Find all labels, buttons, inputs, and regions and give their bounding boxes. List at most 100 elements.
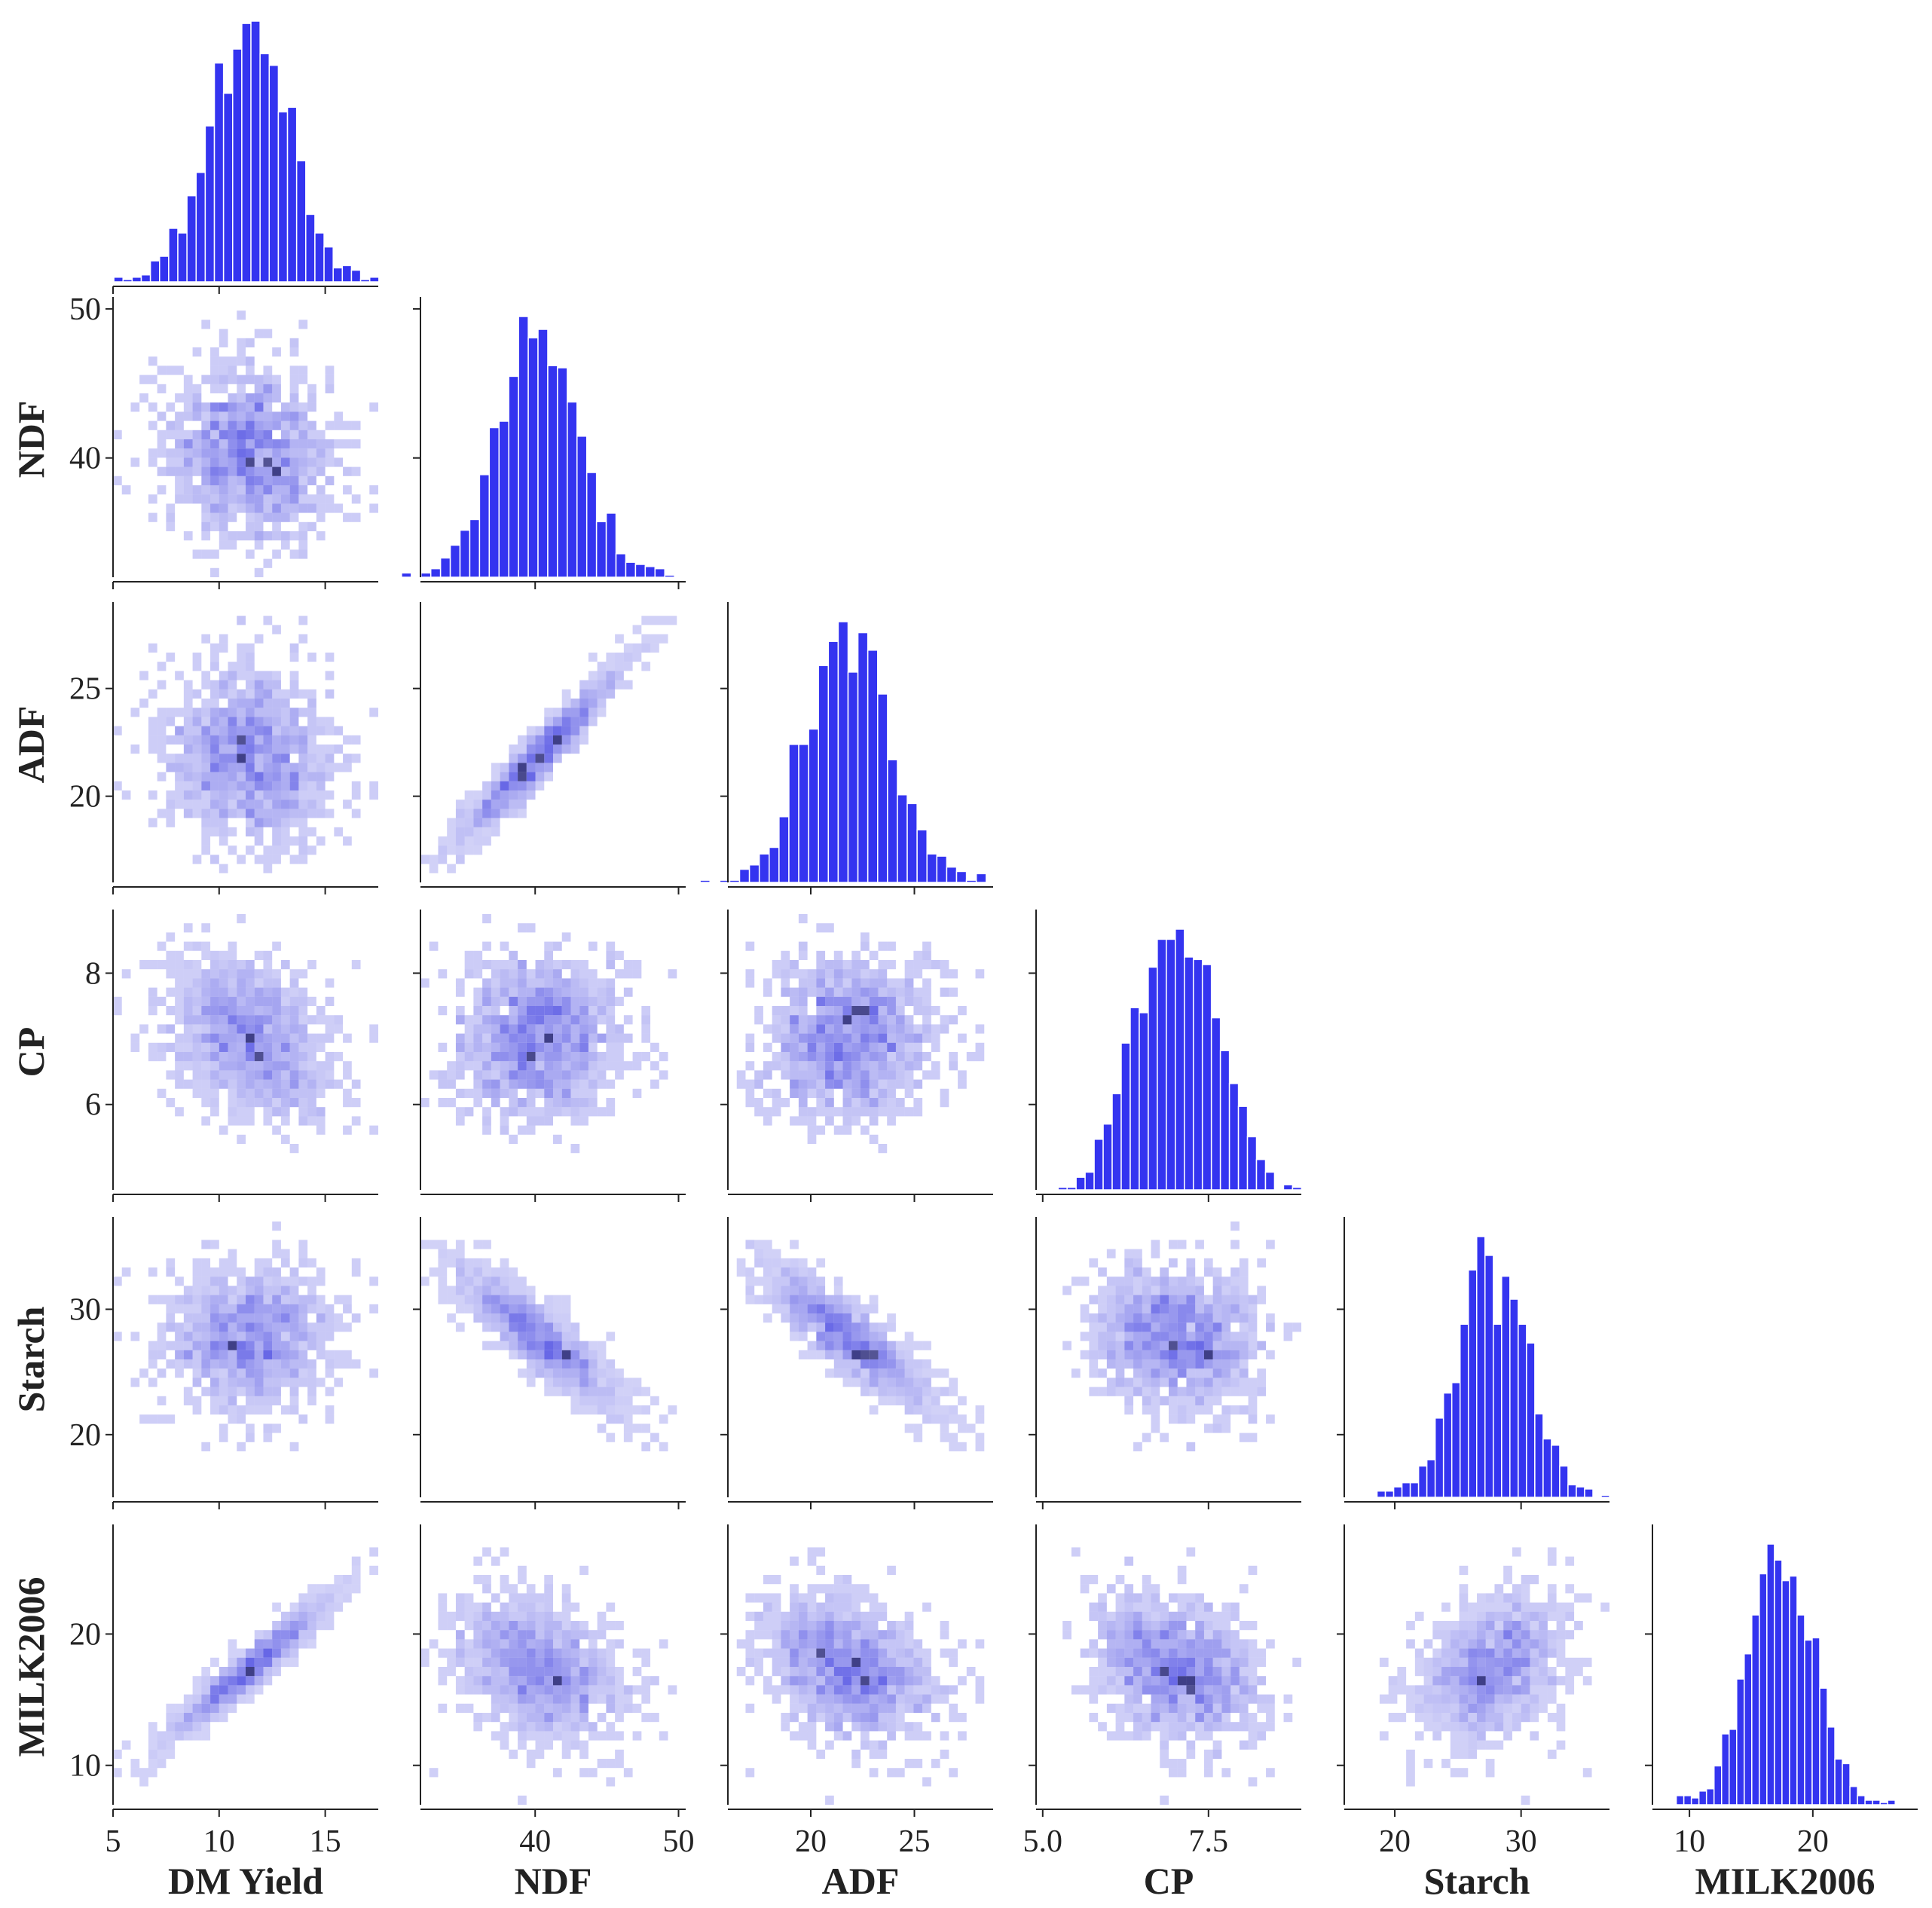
hist2d-cell (175, 1368, 184, 1378)
hist2d-cell (650, 1042, 659, 1052)
hist2d-cell (570, 1061, 580, 1071)
hist2d-cell (561, 699, 571, 708)
hist2d-cell (1494, 1593, 1504, 1603)
hist2d-cell (509, 1033, 518, 1043)
hist2d-cell (307, 1341, 316, 1350)
hist2d-cell (219, 521, 228, 531)
hist2d-cell (219, 531, 228, 541)
hist2d-cell (798, 1313, 808, 1323)
hist2d-cell (1556, 1630, 1566, 1640)
hist2d-cell (130, 1332, 140, 1341)
histogram-bar (1292, 1186, 1303, 1191)
hist2d-cell (272, 754, 281, 763)
hist2d-cell (1142, 1602, 1151, 1612)
hist2d-cell (482, 1042, 491, 1052)
hist2d-cell (772, 1098, 781, 1108)
hist2d-cell (518, 1322, 527, 1332)
hist2d-cell (949, 1703, 958, 1713)
hist2d-cell (246, 1433, 255, 1442)
hist2d-cell (491, 1277, 500, 1286)
histogram-bar (769, 846, 780, 883)
hist2d-cell (175, 1304, 184, 1313)
hist2d-cell (298, 708, 308, 717)
hist2d-cell (1477, 1731, 1486, 1741)
hist2d-cell (781, 1295, 790, 1304)
hist2d-cell (1160, 1332, 1169, 1341)
hist2d-cell (1432, 1722, 1442, 1732)
hist2d-cell (1169, 1341, 1178, 1350)
hist2d-cell (1512, 1667, 1521, 1677)
hist2d-cell (597, 689, 607, 699)
hist2d-cell (1459, 1731, 1469, 1741)
hist2d-cell (878, 1368, 888, 1378)
hist2d-cell (1186, 1286, 1196, 1295)
hist2d-cell (298, 1630, 308, 1640)
hist2d-cell (201, 923, 211, 933)
hist2d-cell (1512, 1639, 1521, 1649)
hist2d-cell (509, 1267, 518, 1277)
hist2d-cell (280, 466, 290, 476)
hist2d-cell (878, 1359, 888, 1369)
hist2d-cell (887, 996, 896, 1006)
hist2d-cell (579, 1006, 588, 1016)
hist2d-cell (307, 827, 316, 836)
hist2d-cell (183, 466, 193, 476)
hist2d-cell (798, 1052, 808, 1062)
hist2d-cell (210, 772, 219, 781)
hist2d-cell (597, 1079, 607, 1089)
hist2d-cell (641, 1713, 651, 1723)
hist2d-cell (219, 1350, 228, 1359)
panel-cp-vs-dm-yield: 68 (85, 910, 378, 1202)
hist2d-cell (772, 1694, 781, 1704)
hist2d-cell (272, 494, 281, 504)
hist2d-cell (1248, 1405, 1258, 1415)
hist2d-cell (280, 1377, 290, 1387)
hist2d-cell (975, 1694, 985, 1704)
hist2d-cell (754, 1621, 763, 1631)
hist2d-cell (455, 1295, 465, 1304)
hist2d-cell (807, 1033, 817, 1043)
hist2d-cell (615, 1667, 624, 1677)
histogram-bar (1811, 1637, 1820, 1806)
hist2d-cell (790, 1676, 799, 1686)
hist2d-cell (597, 1713, 607, 1723)
hist2d-cell (1494, 1685, 1504, 1695)
hist2d-cell (148, 1414, 157, 1424)
hist2d-cell (1248, 1350, 1258, 1359)
hist2d-cell (869, 1304, 879, 1313)
hist2d-cell (263, 402, 273, 412)
hist2d-cell (816, 1098, 826, 1108)
hist2d-cell (246, 402, 255, 412)
hist2d-cell (1547, 1749, 1557, 1759)
hist2d-cell (1582, 1676, 1592, 1686)
hist2d-cell (878, 1144, 888, 1154)
hist2d-cell (615, 1033, 624, 1043)
hist2d-cell (325, 1070, 335, 1080)
hist2d-cell (228, 1006, 237, 1016)
hist2d-cell (1388, 1713, 1398, 1723)
hist2d-cell (201, 475, 211, 485)
hist2d-cell (166, 466, 176, 476)
hist2d-cell (861, 987, 870, 997)
hist2d-cell (807, 1134, 817, 1144)
hist2d-cell (192, 987, 202, 997)
hist2d-cell (219, 1676, 228, 1686)
hist2d-cell (237, 745, 246, 754)
hist2d-cell (316, 439, 326, 449)
hist2d-cell (842, 1061, 852, 1071)
hist2d-cell (482, 1304, 491, 1313)
hist2d-cell (491, 1061, 500, 1071)
histogram-bar (449, 544, 461, 578)
hist2d-cell (455, 845, 465, 855)
hist2d-cell (429, 941, 439, 951)
hist2d-cell (1574, 1657, 1583, 1667)
hist2d-cell (1160, 1621, 1169, 1631)
hist2d-cell (1485, 1722, 1495, 1732)
hist2d-cell (201, 320, 211, 329)
hist2d-cell (1195, 1322, 1204, 1332)
hist2d-cell (1115, 1703, 1125, 1713)
hist2d-cell (307, 384, 316, 393)
hist2d-cell (473, 827, 483, 836)
hist2d-cell (1203, 1639, 1213, 1649)
hist2d-cell (833, 996, 843, 1006)
